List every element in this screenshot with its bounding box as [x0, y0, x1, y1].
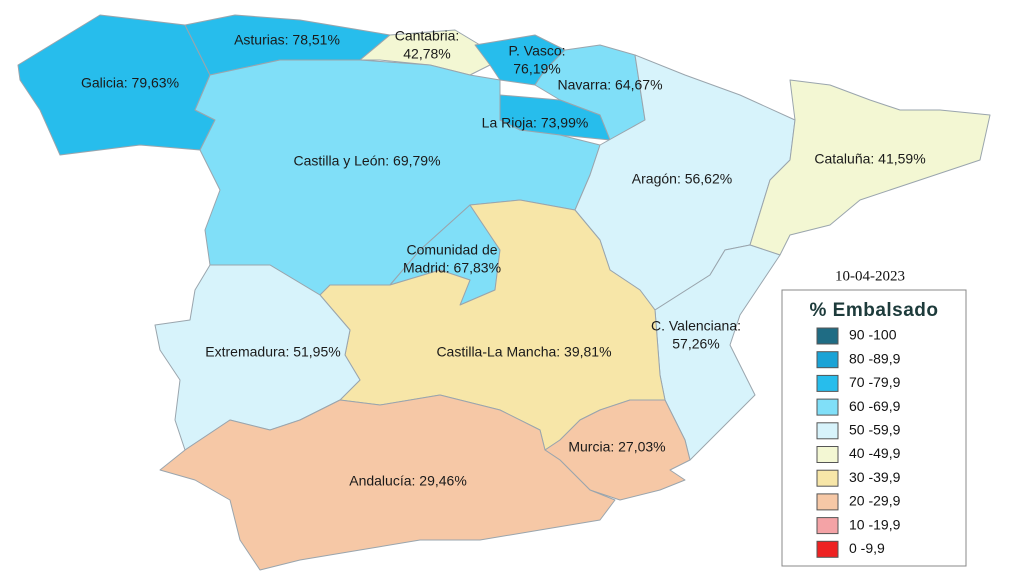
region-label: Comunidad de [406, 242, 497, 258]
legend-label: 20 -29,9 [849, 493, 901, 509]
legend-swatch [816, 469, 839, 487]
legend-swatch [816, 327, 839, 345]
region-label: 42,78% [403, 46, 450, 62]
region-label: Aragón: 56,62% [632, 171, 732, 187]
legend-swatch [816, 517, 839, 535]
region-label: Madrid: 67,83% [403, 260, 501, 276]
legend-items: 90 -100 80 -89,9 70 -79,9 60 -69,9 50 -59,9 4… [816, 327, 901, 558]
region-label: P. Vasco: [508, 43, 565, 59]
legend-swatch [816, 398, 839, 416]
legend-box [781, 289, 967, 567]
region-label: Murcia: 27,03% [568, 439, 665, 455]
region [544, 399, 691, 501]
region-label: La Rioja: 73,99% [482, 115, 589, 131]
legend-label: 0 -9,9 [849, 540, 885, 556]
region-label: Cataluña: 41,59% [814, 151, 925, 167]
legend-swatch [816, 540, 839, 558]
legend-swatch [816, 422, 839, 440]
legend-label: 30 -39,9 [849, 469, 901, 485]
region-label: 57,26% [672, 336, 719, 352]
legend-label: 50 -59,9 [849, 422, 901, 438]
region-label: Cantabria: [395, 28, 460, 44]
region-label: Extremadura: 51,95% [205, 344, 340, 360]
region-label: Galicia: 79,63% [81, 75, 179, 91]
legend-label: 60 -69,9 [849, 398, 901, 414]
region-label: Asturias: 78,51% [234, 32, 340, 48]
legend-swatch [816, 493, 839, 511]
legend-label: 80 -89,9 [849, 350, 901, 366]
legend-label: 90 -100 [849, 327, 897, 343]
legend-title: % Embalsado [809, 300, 938, 321]
region [749, 79, 991, 256]
region-label: Andalucía: 29,46% [349, 473, 467, 489]
region-label: Navarra: 64,67% [557, 77, 662, 93]
region-label: 76,19% [513, 61, 560, 77]
legend-swatch [816, 374, 839, 392]
legend-swatch [816, 446, 839, 463]
date: 10-04-2023 [835, 268, 905, 284]
region-label: C. Valenciana: [651, 318, 741, 334]
legend-label: 70 -79,9 [849, 374, 901, 390]
legend-label: 10 -19,9 [849, 516, 901, 532]
legend-swatch [816, 351, 839, 369]
region-label: Castilla-La Mancha: 39,81% [436, 344, 611, 360]
regions: Galicia: 79,63% Asturias: 78,51% Cantabria… [17, 14, 991, 571]
region [159, 394, 616, 571]
legend-label: 40 -49,9 [849, 445, 901, 461]
region-label: Castilla y León: 69,79% [293, 153, 440, 169]
